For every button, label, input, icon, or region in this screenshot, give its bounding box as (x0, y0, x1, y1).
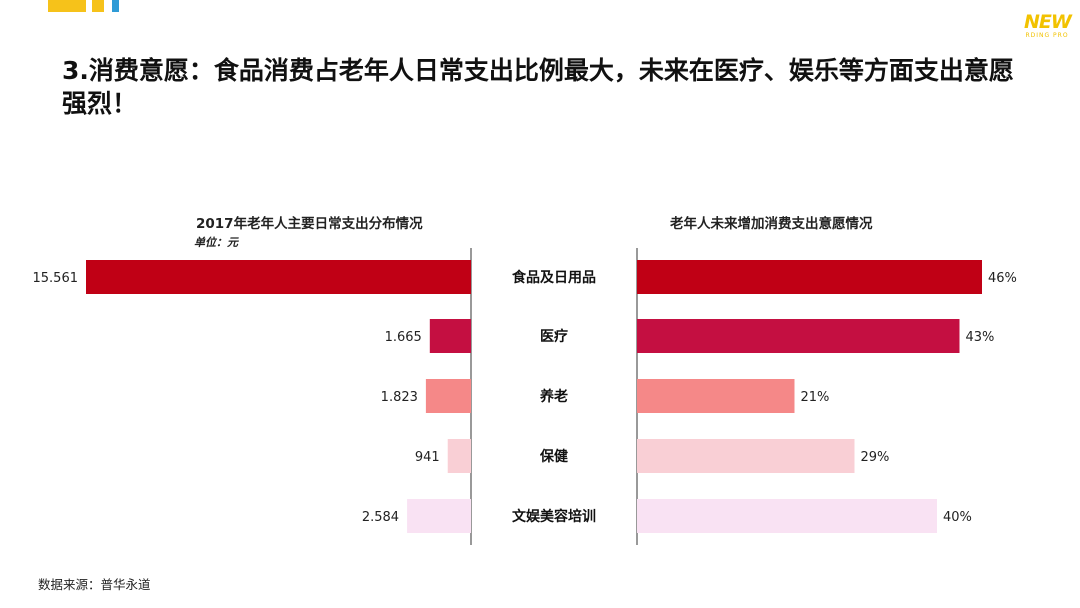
left-chart-title: 2017年老年人主要日常支出分布情况 (196, 216, 423, 232)
left-chart-unit: 单位：元 (194, 236, 238, 249)
right-bar-3 (637, 439, 855, 473)
right-value-label-4: 40% (943, 510, 972, 525)
category-label-0: 食品及日用品 (512, 269, 596, 286)
left-value-label-1: 1.665 (385, 330, 422, 345)
left-bar-4 (407, 499, 471, 533)
decor-bar-yellow-small (92, 0, 104, 12)
left-value-label-3: 941 (415, 450, 440, 465)
right-chart-title: 老年人未来增加消费支出意愿情况 (670, 216, 873, 232)
decor-bar-yellow (48, 0, 86, 12)
left-bar-1 (429, 319, 471, 353)
right-bar-2 (637, 379, 795, 413)
right-value-label-2: 21% (801, 390, 830, 405)
category-label-1: 医疗 (540, 328, 568, 345)
left-value-label-2: 1.823 (381, 390, 418, 405)
brand-logo: NEW RDING PRO (1024, 11, 1072, 40)
category-label-2: 养老 (539, 388, 568, 405)
left-bar-3 (447, 439, 471, 473)
left-bar-0 (86, 260, 471, 294)
decor-bar-blue (112, 0, 119, 12)
left-value-label-0: 15.561 (33, 271, 79, 286)
category-label-4: 文娱美容培训 (512, 508, 596, 525)
data-source-note: 数据来源：普华永道 (38, 577, 151, 592)
right-value-label-3: 29% (861, 450, 890, 465)
right-value-label-0: 46% (988, 271, 1017, 286)
right-bar-1 (637, 319, 960, 353)
right-bar-4 (637, 499, 937, 533)
right-bar-0 (637, 260, 982, 294)
right-value-label-1: 43% (966, 330, 995, 345)
logo-main-text: NEW (1024, 11, 1072, 33)
logo-sub-text: RDING PRO (1025, 32, 1069, 39)
left-bar-2 (425, 379, 471, 413)
category-label-3: 保健 (539, 448, 568, 465)
page-title: 3.消费意愿：食品消费占老年人日常支出比例最大，未来在医疗、娱乐等方面支出意愿强… (62, 56, 1014, 118)
left-value-label-4: 2.584 (362, 510, 399, 525)
